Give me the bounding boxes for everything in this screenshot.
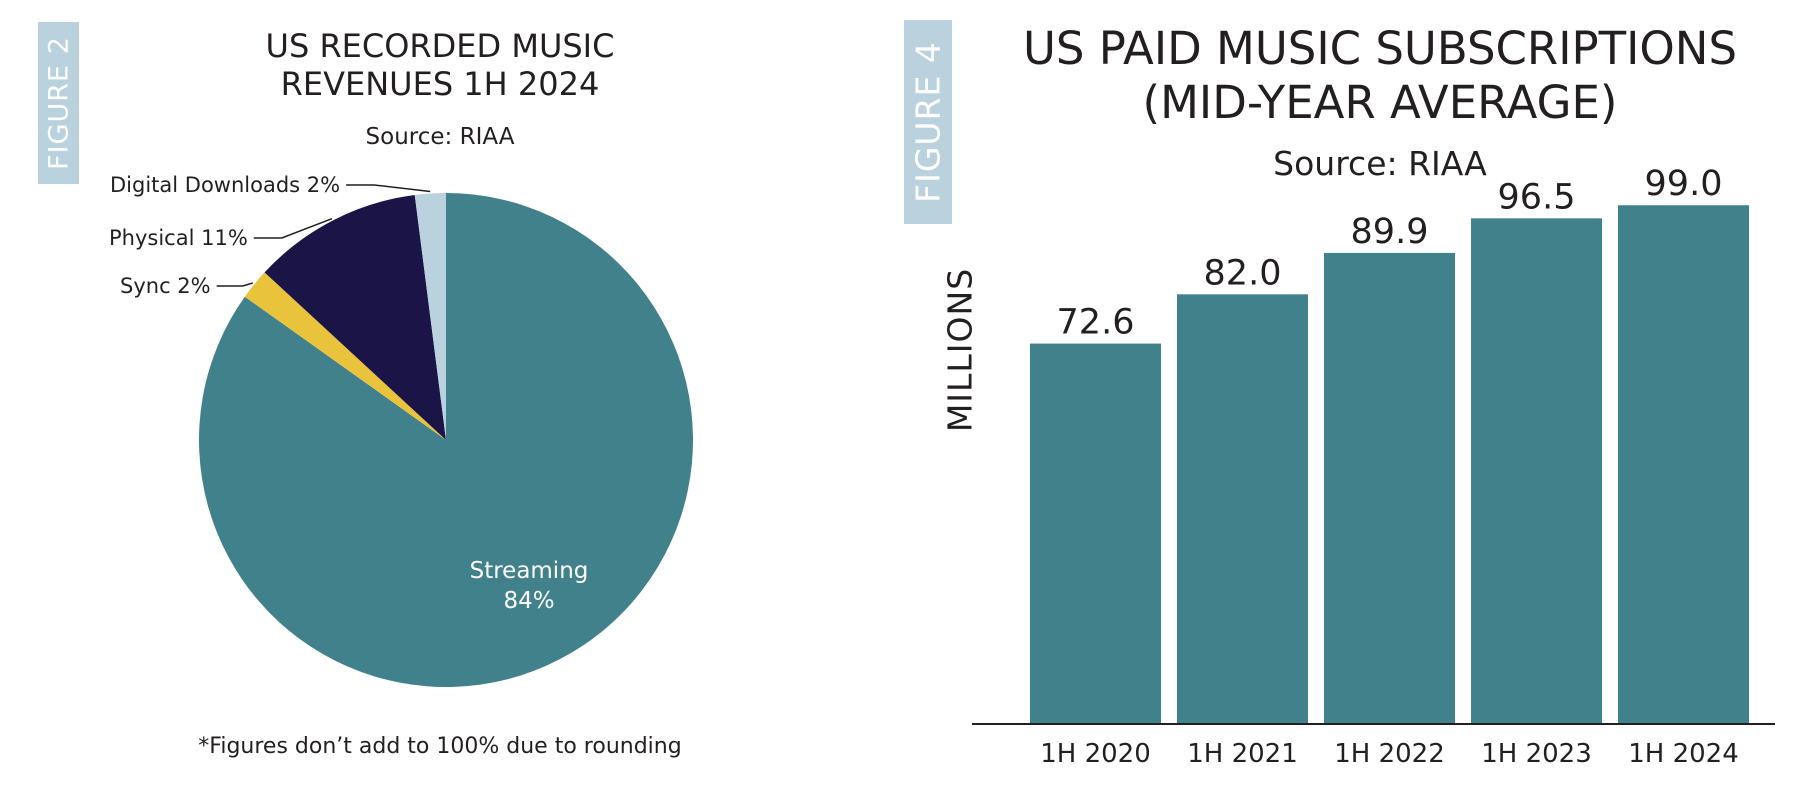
bar-1h-2022 bbox=[1324, 252, 1455, 724]
bar-value-label-1h-2023: 96.5 bbox=[1498, 177, 1576, 217]
pie-label-streaming-name: Streaming bbox=[470, 558, 589, 584]
pie-leader-line-sync bbox=[216, 282, 253, 287]
pie-leader-line-digital-downloads bbox=[346, 184, 431, 193]
figure-2-tag: FIGURE 2 bbox=[38, 22, 79, 184]
pie-slice-digital-downloads bbox=[414, 193, 446, 440]
pie-leader-line-physical bbox=[253, 217, 333, 239]
bar-value-label-1h-2022: 89.9 bbox=[1351, 212, 1429, 252]
pie-slice-physical bbox=[264, 194, 446, 440]
x-tick-label-1h-2020: 1H 2020 bbox=[1040, 739, 1151, 769]
pie-chart-footnote: *Figures don’t add to 100% due to roundi… bbox=[198, 734, 682, 759]
x-tick-label-1h-2022: 1H 2022 bbox=[1334, 739, 1445, 769]
x-tick-label-1h-2021: 1H 2021 bbox=[1187, 739, 1298, 769]
bar-chart-source: Source: RIAA bbox=[1273, 144, 1487, 183]
bar-1h-2021 bbox=[1177, 294, 1308, 724]
pie-slice-sync bbox=[244, 272, 446, 440]
bar-chart-title: US PAID MUSIC SUBSCRIPTIONS (MID-YEAR AV… bbox=[1022, 22, 1738, 129]
bar-1h-2024 bbox=[1618, 205, 1749, 725]
pie-chart-title: US RECORDED MUSIC REVENUES 1H 2024 bbox=[265, 27, 615, 103]
x-tick-label-1h-2024: 1H 2024 bbox=[1628, 739, 1739, 769]
pie-label-streaming-value: 84% bbox=[503, 588, 554, 614]
pie-chart-source: Source: RIAA bbox=[365, 124, 515, 150]
bar-value-label-1h-2021: 82.0 bbox=[1204, 253, 1282, 293]
figure-4-tag: FIGURE 4 bbox=[904, 20, 952, 224]
pie-label-sync: Sync 2% bbox=[120, 274, 211, 298]
bar-value-label-1h-2024: 99.0 bbox=[1645, 164, 1723, 204]
pie-label-digital-downloads: Digital Downloads 2% bbox=[110, 173, 340, 197]
pie-label-physical: Physical 11% bbox=[109, 226, 248, 250]
bar-1h-2020 bbox=[1030, 343, 1161, 724]
bar-1h-2023 bbox=[1471, 218, 1602, 724]
bar-value-label-1h-2020: 72.6 bbox=[1057, 303, 1135, 343]
x-tick-label-1h-2023: 1H 2023 bbox=[1481, 739, 1592, 769]
